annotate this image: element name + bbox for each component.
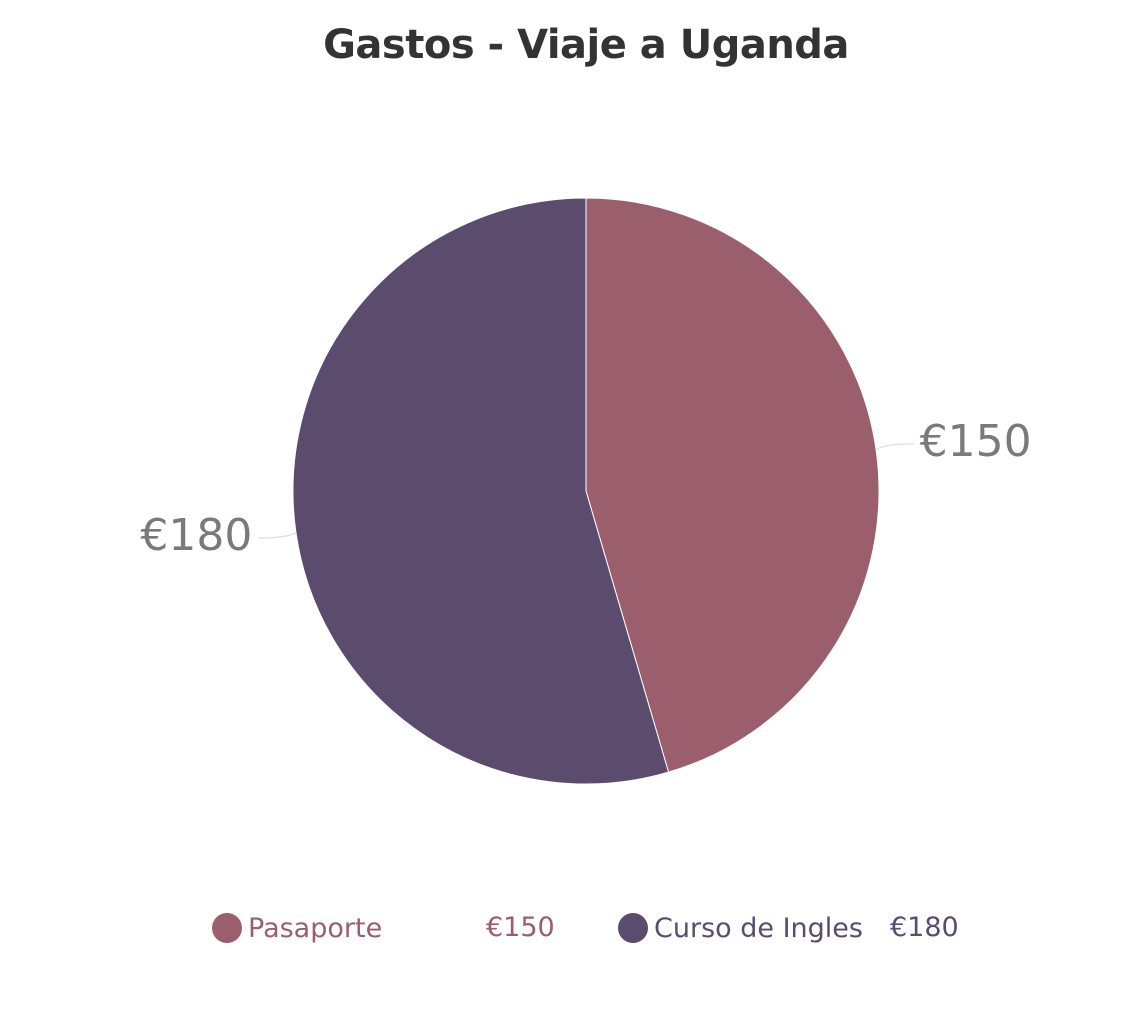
legend-value-curso-de-ingles: €180 <box>890 912 959 943</box>
pie-slice-pasaporte[interactable] <box>585 197 880 773</box>
data-label-connector-curso-de-ingles <box>258 532 297 539</box>
legend-marker-pasaporte <box>212 913 242 943</box>
legend-marker-curso-de-ingles <box>618 913 648 943</box>
legend-item-pasaporte[interactable]: Pasaporte <box>212 908 382 948</box>
legend: Pasaporte €150 Curso de Ingles €180 <box>212 908 1112 948</box>
legend-value-pasaporte: €150 <box>486 912 555 943</box>
data-label-curso-de-ingles: €180 <box>140 510 252 561</box>
data-label-pasaporte: €150 <box>920 416 1032 467</box>
legend-label-pasaporte: Pasaporte <box>248 912 383 944</box>
legend-label-curso-de-ingles: Curso de Ingles <box>654 912 863 944</box>
chart-title: Gastos - Viaje a Uganda <box>323 22 849 68</box>
pie-slice-curso-de-ingles[interactable] <box>292 197 670 785</box>
legend-item-curso-de-ingles[interactable]: Curso de Ingles <box>618 908 863 948</box>
data-label-connector-pasaporte <box>875 443 914 450</box>
